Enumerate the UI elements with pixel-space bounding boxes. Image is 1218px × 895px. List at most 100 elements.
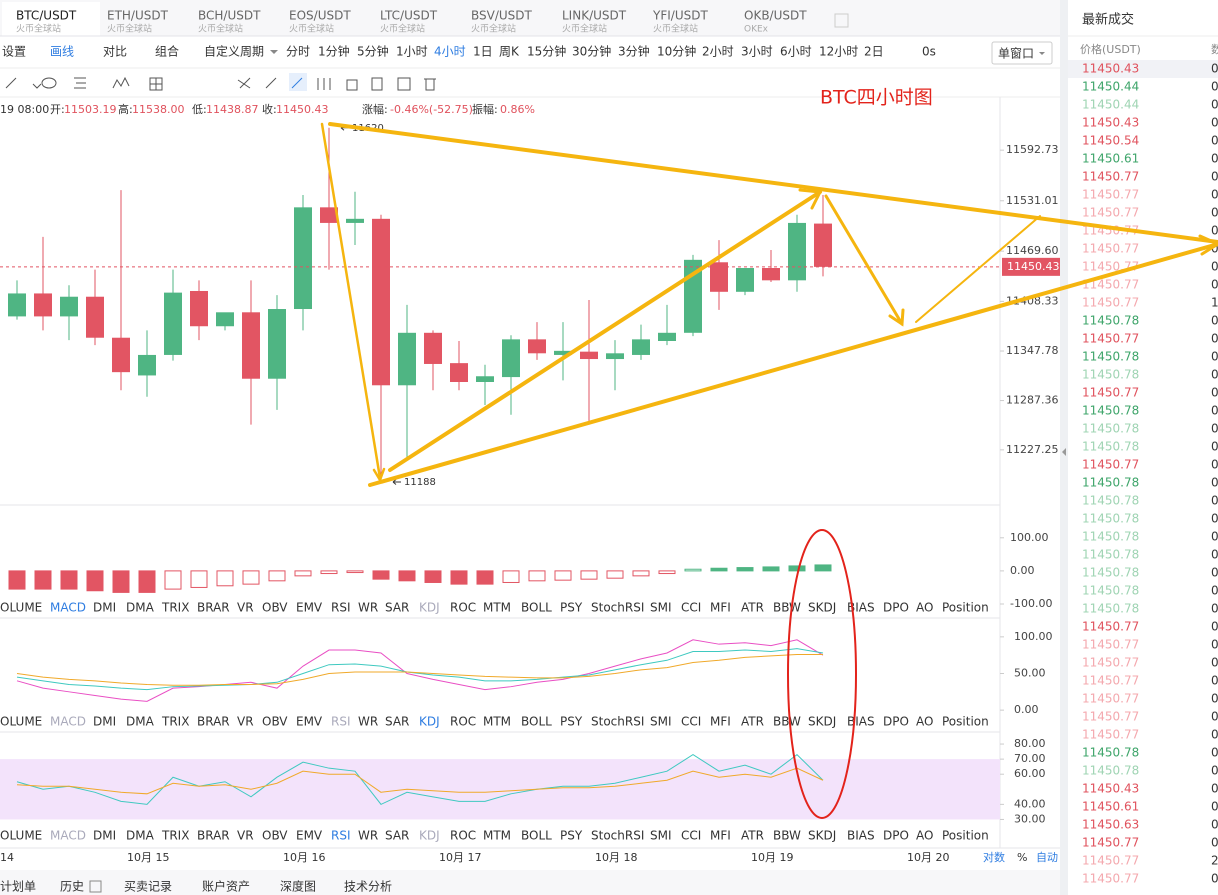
period-button[interactable]: 12小时 [819, 45, 858, 59]
indicator-tab[interactable]: OBV [262, 601, 288, 615]
bottom-tab[interactable]: 账户资产 [202, 879, 250, 894]
toolbar-button[interactable]: 设置 [2, 45, 26, 59]
period-button[interactable]: 1日 [473, 45, 493, 59]
indicator-tab[interactable]: MACD [50, 601, 86, 615]
indicator-tab[interactable]: OBV [262, 829, 288, 843]
indicator-tab[interactable]: ROC [450, 601, 476, 615]
indicator-tab[interactable]: SMI [650, 715, 672, 729]
indicator-tab[interactable]: OLUME [0, 601, 42, 615]
indicator-tab[interactable]: ATR [741, 715, 764, 729]
indicator-tab[interactable]: DPO [883, 829, 909, 843]
splitter[interactable] [1060, 0, 1068, 895]
indicator-tab[interactable]: ATR [741, 829, 764, 843]
indicator-tab[interactable]: ATR [741, 601, 764, 615]
bottom-tab[interactable]: 技术分析 [344, 880, 392, 894]
indicator-tab[interactable]: BOLL [521, 601, 552, 615]
tab-pair[interactable]: ETH/USDT [107, 9, 169, 23]
indicator-tab[interactable]: OBV [262, 715, 288, 729]
indicator-tab[interactable]: DMI [93, 715, 116, 729]
indicator-tab[interactable]: MACD [50, 829, 86, 843]
tab-pair[interactable]: BTC/USDT [16, 9, 77, 23]
indicator-tab[interactable]: DMA [126, 715, 155, 729]
indicator-tab[interactable]: MFI [710, 601, 731, 615]
period-button[interactable]: 4小时 [434, 45, 466, 59]
indicator-tab[interactable]: TRIX [161, 715, 189, 729]
bottom-tab[interactable]: 历史 [60, 880, 84, 894]
indicator-tab[interactable]: RSI [331, 601, 351, 615]
period-button[interactable]: 5分钟 [357, 44, 389, 59]
indicator-tab[interactable]: BBW [773, 715, 801, 729]
indicator-tab[interactable]: BRAR [197, 715, 230, 729]
period-button[interactable]: 6小时 [780, 45, 812, 59]
indicator-tab[interactable]: StochRSI [591, 715, 644, 729]
indicator-tab[interactable]: WR [358, 601, 378, 615]
indicator-tab[interactable]: SAR [385, 829, 409, 843]
indicator-tab[interactable]: BOLL [521, 829, 552, 843]
period-button[interactable]: 2日 [864, 45, 884, 59]
indicator-tab[interactable]: PSY [560, 715, 583, 729]
indicator-tab[interactable]: BIAS [847, 601, 875, 615]
axis-option[interactable]: 对数 [983, 850, 1005, 864]
indicator-tab[interactable]: Position [942, 829, 989, 843]
indicator-tab[interactable]: DMA [126, 601, 155, 615]
indicator-tab[interactable]: MTM [483, 715, 511, 729]
indicator-tab[interactable]: WR [358, 715, 378, 729]
indicator-tab[interactable]: ROC [450, 715, 476, 729]
indicator-tab[interactable]: DMI [93, 601, 116, 615]
indicator-tab[interactable]: BIAS [847, 715, 875, 729]
add-tab[interactable] [834, 13, 849, 28]
toolbar-button[interactable]: 组合 [155, 44, 179, 59]
period-button[interactable]: 30分钟 [572, 44, 611, 59]
indicator-tab[interactable]: StochRSI [591, 829, 644, 843]
indicator-tab[interactable]: MFI [710, 715, 731, 729]
indicator-tab[interactable]: DPO [883, 715, 909, 729]
indicator-tab[interactable]: SKDJ [808, 829, 836, 843]
period-button[interactable]: 3分钟 [618, 44, 650, 59]
indicator-tab[interactable]: KDJ [419, 715, 440, 729]
axis-option[interactable]: 自动 [1036, 851, 1058, 864]
period-button[interactable]: 分时 [286, 45, 310, 59]
window-label[interactable]: 单窗口 [998, 47, 1034, 61]
indicator-tab[interactable]: WR [358, 829, 378, 843]
indicator-tab[interactable]: AO [916, 601, 933, 615]
tab-pair[interactable]: OKB/USDT [744, 9, 807, 23]
bottom-tab[interactable]: 计划单 [0, 880, 36, 894]
indicator-tab[interactable]: DPO [883, 601, 909, 615]
indicator-tab[interactable]: TRIX [161, 601, 189, 615]
indicator-tab[interactable]: KDJ [419, 601, 440, 615]
indicator-tab[interactable]: EMV [296, 715, 323, 729]
period-button[interactable]: 2小时 [702, 45, 734, 59]
indicator-tab[interactable]: VR [237, 715, 254, 729]
indicator-tab[interactable]: SMI [650, 829, 672, 843]
indicator-tab[interactable]: SKDJ [808, 601, 836, 615]
indicator-tab[interactable]: BRAR [197, 829, 230, 843]
indicator-tab[interactable]: SMI [650, 601, 672, 615]
indicator-tab[interactable]: BBW [773, 601, 801, 615]
indicator-tab[interactable]: BRAR [197, 601, 230, 615]
indicator-tab[interactable]: SAR [385, 601, 409, 615]
period-button[interactable]: 3小时 [741, 45, 773, 59]
indicator-tab[interactable]: Position [942, 715, 989, 729]
toolbar-button[interactable]: 自定义周期 [204, 44, 264, 59]
tab-pair[interactable]: LTC/USDT [380, 9, 438, 23]
indicator-tab[interactable]: PSY [560, 601, 583, 615]
indicator-tab[interactable]: MACD [50, 715, 86, 729]
indicator-tab[interactable]: CCI [681, 601, 701, 615]
toolbar-button[interactable]: 画线 [50, 45, 74, 59]
indicator-tab[interactable]: PSY [560, 829, 583, 843]
indicator-tab[interactable]: KDJ [419, 829, 440, 843]
indicator-tab[interactable]: RSI [331, 715, 351, 729]
indicator-tab[interactable]: DMI [93, 829, 116, 843]
indicator-tab[interactable]: BOLL [521, 715, 552, 729]
bottom-tab[interactable]: 深度图 [280, 879, 316, 894]
indicator-tab[interactable]: CCI [681, 829, 701, 843]
indicator-tab[interactable]: VR [237, 829, 254, 843]
indicator-tab[interactable]: OLUME [0, 829, 42, 843]
bottom-tab[interactable]: 买卖记录 [124, 880, 172, 894]
tab-pair[interactable]: EOS/USDT [289, 9, 351, 23]
indicator-tab[interactable]: MFI [710, 829, 731, 843]
indicator-tab[interactable]: Position [942, 601, 989, 615]
period-button[interactable]: 周K [499, 45, 520, 59]
period-button[interactable]: 1分钟 [318, 44, 350, 59]
period-button[interactable]: 10分钟 [657, 44, 696, 59]
